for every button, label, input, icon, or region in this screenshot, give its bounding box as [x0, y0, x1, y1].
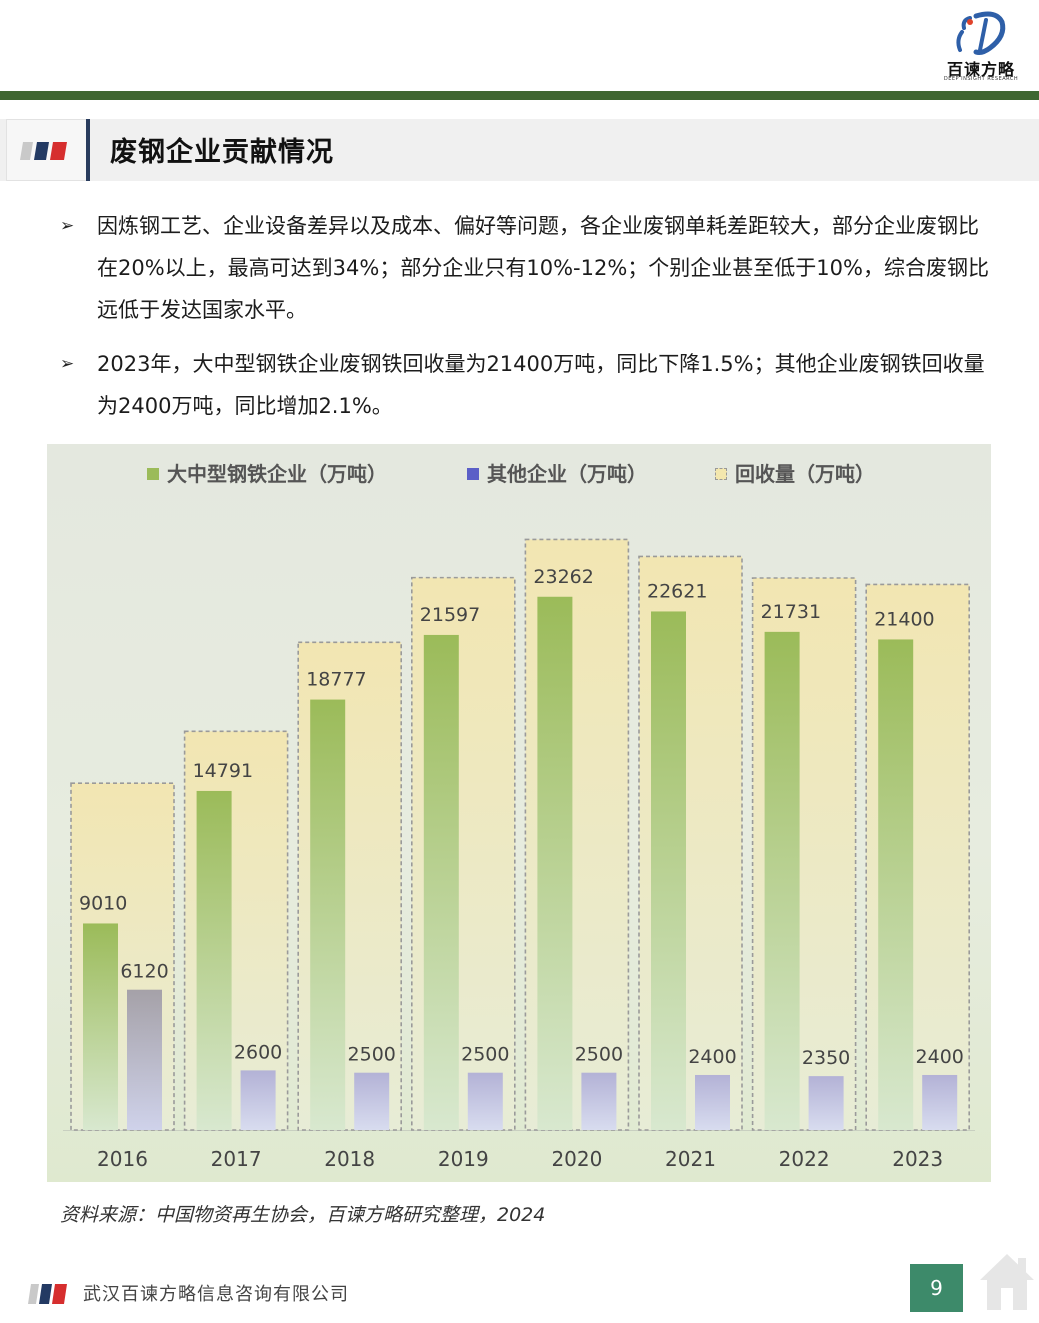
legend-label: 大中型钢铁企业（万吨）: [167, 462, 387, 486]
flag-stripes-icon: [20, 142, 67, 160]
page-number: 9: [930, 1276, 943, 1300]
section-title-band: [0, 119, 1039, 181]
x-tick-label: 2017: [211, 1147, 262, 1171]
logo-subtitle: DEEP INSIGHT RESEARCH: [943, 76, 1019, 82]
bar-chart: 9010 6120 2016 14791 2600 2017 18777 2500 2018 21…: [63, 538, 975, 1171]
title-flag-box: [6, 119, 88, 181]
x-tick-label: 2023: [892, 1147, 943, 1171]
legend-item-large-enterprises: 大中型钢铁企业（万吨）: [147, 458, 387, 490]
section-title: 废钢企业贡献情况: [110, 137, 334, 168]
legend-label: 回收量（万吨）: [735, 462, 875, 486]
logo-name: 百谏方略: [946, 60, 1015, 79]
chart-legend: 大中型钢铁企业（万吨） 其他企业（万吨） 回收量（万吨）: [47, 458, 991, 492]
data-label-large-enterprises: 21597: [420, 604, 480, 626]
title-divider: [86, 119, 90, 181]
x-tick-label: 2019: [438, 1147, 489, 1171]
legend-item-recovery-total: 回收量（万吨）: [715, 458, 875, 490]
bar-other-enterprises: [127, 989, 162, 1130]
footer-company-name: 武汉百谏方略信息咨询有限公司: [83, 1284, 349, 1305]
data-label-large-enterprises: 21731: [761, 601, 821, 623]
data-label-other-enterprises: 2400: [688, 1046, 736, 1068]
x-tick-label: 2022: [779, 1147, 830, 1171]
bar-large-enterprises: [83, 923, 118, 1130]
bar-large-enterprises: [537, 596, 573, 1130]
data-label-large-enterprises: 22621: [647, 580, 707, 602]
bar-other-enterprises: [695, 1074, 730, 1130]
data-label-other-enterprises: 2600: [234, 1041, 282, 1063]
data-label-large-enterprises: 18777: [306, 669, 366, 691]
bullet-list: ➢ 因炼钢工艺、企业设备差异以及成本、偏好等问题，各企业废钢单耗差距较大，部分企…: [60, 205, 990, 439]
bar-large-enterprises: [764, 631, 800, 1130]
bar-other-enterprises: [808, 1076, 844, 1130]
x-tick-label: 2021: [665, 1147, 716, 1171]
company-logo: [956, 11, 1006, 55]
x-tick-label: 2016: [97, 1147, 148, 1171]
bar-large-enterprises: [196, 790, 232, 1130]
header-rule: [0, 91, 1039, 100]
bar-large-enterprises: [651, 611, 686, 1130]
legend-label: 其他企业（万吨）: [487, 462, 647, 486]
chart-panel: 大中型钢铁企业（万吨） 其他企业（万吨） 回收量（万吨）: [47, 444, 991, 1182]
bar-other-enterprises: [354, 1072, 390, 1130]
source-note: 资料来源：中国物资再生协会，百谏方略研究整理，2024: [60, 1204, 546, 1226]
bar-other-enterprises: [581, 1072, 617, 1130]
home-icon[interactable]: [978, 1250, 1036, 1312]
bullet-item: ➢ 因炼钢工艺、企业设备差异以及成本、偏好等问题，各企业废钢单耗差距较大，部分企…: [60, 205, 990, 331]
arrow-bullet-icon: ➢: [60, 216, 75, 236]
bar-large-enterprises: [878, 639, 914, 1130]
legend-swatch: [467, 467, 479, 480]
data-label-large-enterprises: 14791: [193, 760, 253, 782]
bullet-item: ➢ 2023年，大中型钢铁企业废钢铁回收量为21400万吨，同比下降1.5%；其…: [60, 343, 990, 427]
data-label-other-enterprises: 2400: [916, 1046, 964, 1068]
data-label-other-enterprises: 2500: [348, 1044, 396, 1066]
bar-other-enterprises: [922, 1074, 958, 1130]
data-label-large-enterprises: 23262: [533, 566, 593, 588]
bar-large-enterprises: [423, 634, 459, 1130]
data-label-other-enterprises: 2500: [461, 1044, 509, 1066]
bar-other-enterprises: [467, 1072, 503, 1130]
bullet-text: 2023年，大中型钢铁企业废钢铁回收量为21400万吨，同比下降1.5%；其他企…: [97, 352, 985, 418]
legend-item-other-enterprises: 其他企业（万吨）: [467, 458, 647, 490]
arrow-bullet-icon: ➢: [60, 354, 75, 374]
data-label-large-enterprises: 9010: [79, 892, 127, 914]
footer-flag-icon: [28, 1284, 67, 1304]
bar-other-enterprises: [240, 1070, 276, 1130]
data-label-other-enterprises: 6120: [120, 961, 168, 983]
data-label-other-enterprises: 2350: [802, 1047, 850, 1069]
legend-swatch: [715, 467, 727, 480]
x-tick-label: 2018: [324, 1147, 375, 1171]
data-label-large-enterprises: 21400: [874, 608, 934, 630]
page-number-box: [910, 1264, 963, 1312]
legend-swatch: [147, 467, 159, 480]
x-tick-label: 2020: [551, 1147, 602, 1171]
bar-large-enterprises: [310, 699, 346, 1130]
data-label-other-enterprises: 2500: [575, 1044, 623, 1066]
bullet-text: 因炼钢工艺、企业设备差异以及成本、偏好等问题，各企业废钢单耗差距较大，部分企业废…: [97, 214, 989, 322]
